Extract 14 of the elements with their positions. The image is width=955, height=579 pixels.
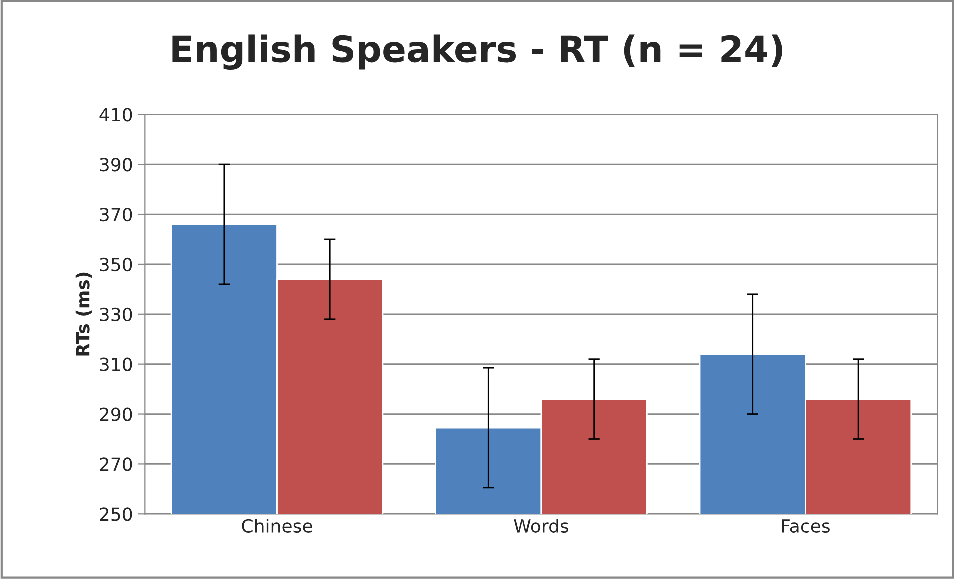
x-tick-label: Faces — [782, 520, 830, 533]
y-tick-label: 390 — [100, 158, 132, 172]
y-tick-label: 270 — [100, 458, 132, 472]
x-tick-label: Chinese — [242, 519, 312, 533]
y-tick-label: 250 — [100, 508, 132, 522]
y-tick-label: 350 — [100, 258, 132, 272]
y-tick-label: 370 — [100, 208, 132, 222]
y-tick-label: 410 — [100, 108, 132, 122]
y-axis-title: RTs (ms) — [76, 272, 92, 356]
chart-title: English Speakers - RT (n = 24) — [172, 34, 783, 70]
x-tick-label: Words — [514, 519, 569, 533]
y-tick-label: 290 — [100, 408, 132, 422]
y-tick-label: 330 — [100, 308, 132, 322]
y-tick-label: 310 — [100, 358, 132, 372]
